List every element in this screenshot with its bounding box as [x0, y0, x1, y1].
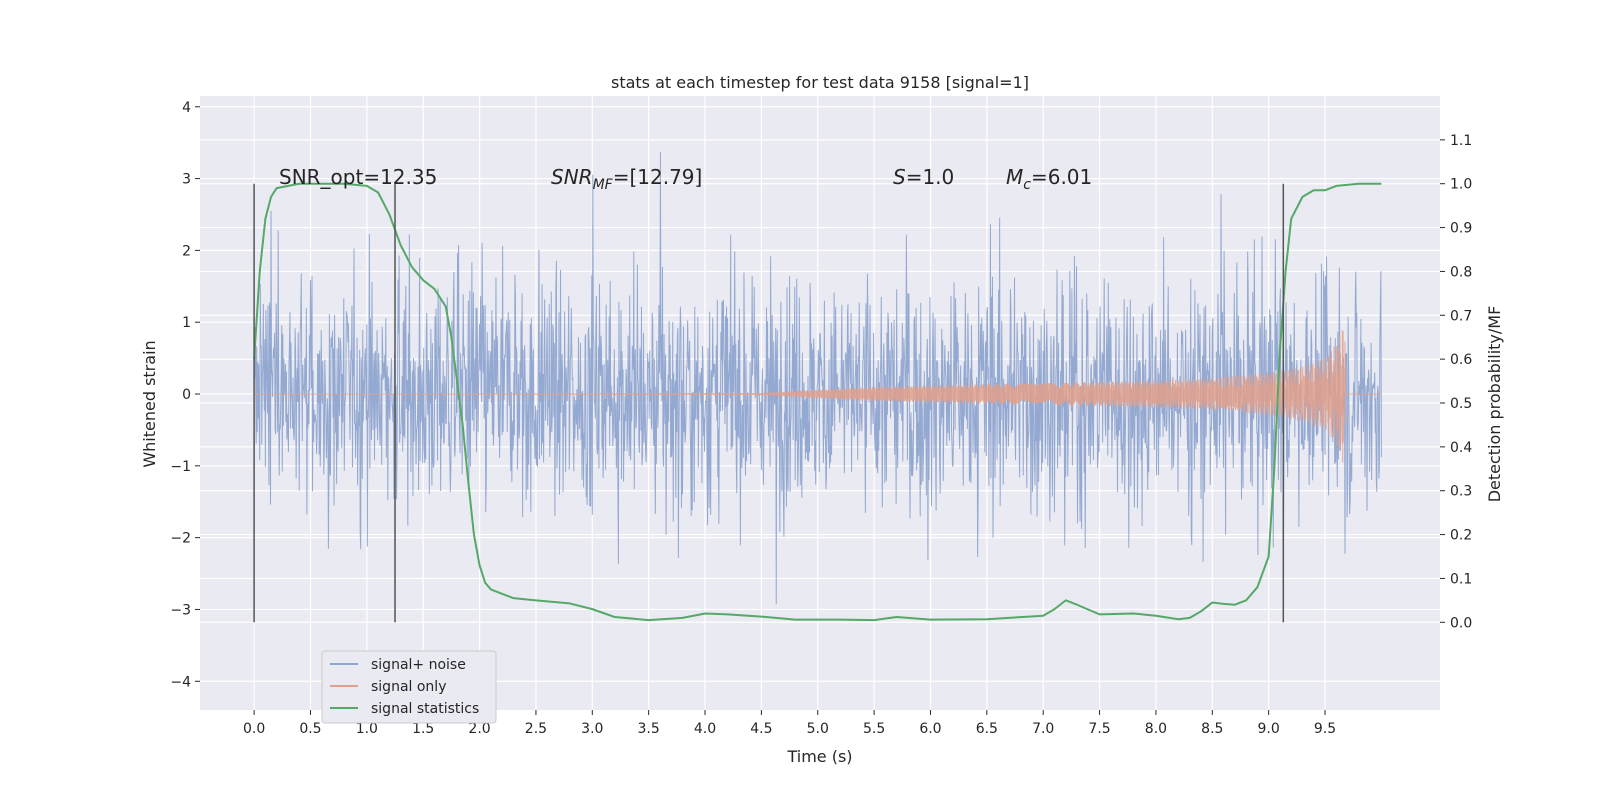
x-tick-label-18: 9.0 — [1258, 721, 1280, 737]
y-tick-label-7: −3 — [170, 602, 191, 618]
x-axis-ticks: 0.0 0.5 1.0 1.5 2.0 2.5 3.0 3.5 4.0 4.5 5.0 5.5 6.0 6… — [243, 710, 1336, 737]
x-axis-label: Time (s) — [786, 747, 852, 766]
series-signal-only — [254, 330, 1382, 463]
x-tick-label-14: 7.0 — [1032, 721, 1054, 737]
series-signal-noise — [253, 152, 1382, 605]
legend: signal+ noise signal only signal statist… — [321, 650, 497, 724]
x-tick-label-19: 9.5 — [1314, 721, 1336, 737]
annotation-snr-opt: SNR_opt=12.35 — [279, 165, 437, 189]
y-tick-label-5: −1 — [170, 459, 191, 475]
y-tick-label-6: −2 — [170, 531, 191, 547]
y-tick-label-3: 1 — [182, 315, 191, 331]
x-tick-label-4: 2.0 — [468, 721, 490, 737]
snr-mf-subscript: MF — [593, 177, 614, 193]
x-tick-label-15: 7.5 — [1088, 721, 1110, 737]
y2-tick-label-1: 1.0 — [1450, 177, 1472, 193]
y-tick-label-0: 4 — [182, 100, 191, 116]
y2-axis-ticks: 1.1 1.0 0.9 0.8 0.7 0.6 0.5 0.4 0.3 0.2 0.1 0.0 — [1440, 133, 1472, 631]
snr-mf-symbol: SNR — [551, 165, 593, 189]
x-tick-label-6: 3.0 — [581, 721, 603, 737]
y2-axis-label: Detection probability/MF — [1485, 306, 1504, 503]
series-layer — [253, 152, 1382, 622]
x-tick-label-3: 1.5 — [412, 721, 434, 737]
x-tick-label-0: 0.0 — [243, 721, 265, 737]
x-tick-label-12: 6.0 — [919, 721, 941, 737]
y2-tick-label-4: 0.7 — [1450, 308, 1472, 324]
vertical-markers — [253, 183, 1285, 623]
x-tick-label-7: 3.5 — [638, 721, 660, 737]
x-tick-label-11: 5.5 — [863, 721, 885, 737]
x-tick-label-2: 1.0 — [356, 721, 378, 737]
annotation-snr-mf: SNRMF=[12.79] — [551, 165, 702, 193]
mc-subscript: c — [1023, 177, 1031, 193]
snr-mf-value: =[12.79] — [613, 165, 703, 189]
x-tick-label-17: 8.5 — [1201, 721, 1223, 737]
mc-symbol: M — [1006, 165, 1023, 189]
y2-tick-label-3: 0.8 — [1450, 264, 1472, 280]
x-tick-label-16: 8.0 — [1145, 721, 1167, 737]
y2-tick-label-5: 0.6 — [1450, 352, 1472, 368]
s-value: =1.0 — [906, 165, 955, 189]
y2-tick-label-11: 0.0 — [1450, 615, 1472, 631]
x-tick-label-13: 6.5 — [976, 721, 998, 737]
y-tick-label-2: 2 — [182, 243, 191, 259]
x-tick-label-10: 5.0 — [807, 721, 829, 737]
y2-tick-label-6: 0.5 — [1450, 396, 1472, 412]
y-axis-ticks: 4 3 2 1 0 −1 −2 −3 −4 — [170, 100, 200, 690]
y2-tick-label-0: 1.1 — [1450, 133, 1472, 149]
mc-value: =6.01 — [1031, 165, 1092, 189]
x-tick-label-1: 0.5 — [299, 721, 321, 737]
y2-tick-label-7: 0.4 — [1450, 440, 1472, 456]
s-symbol: S — [893, 165, 906, 189]
legend-label-signal-noise: signal+ noise — [371, 657, 466, 673]
annotation-s: S=1.0 — [893, 165, 954, 189]
annotation-mc: Mc=6.01 — [1006, 165, 1092, 193]
y-tick-label-1: 3 — [182, 172, 191, 188]
x-tick-label-9: 4.5 — [750, 721, 772, 737]
y2-tick-label-10: 0.1 — [1450, 571, 1472, 587]
x-tick-label-8: 4.0 — [694, 721, 716, 737]
legend-label-signal-statistics: signal statistics — [371, 701, 479, 717]
legend-label-signal-only: signal only — [371, 679, 446, 695]
y-tick-label-8: −4 — [170, 674, 191, 690]
y2-tick-label-2: 0.9 — [1450, 221, 1472, 237]
y-axis-label: Whitened strain — [140, 340, 159, 467]
y2-tick-label-8: 0.3 — [1450, 484, 1472, 500]
series-signal-statistics — [253, 182, 1382, 622]
x-tick-label-5: 2.5 — [525, 721, 547, 737]
chart-title: stats at each timestep for test data 915… — [611, 73, 1029, 92]
y-tick-label-4: 0 — [182, 387, 191, 403]
legend-box — [321, 650, 497, 724]
y2-tick-label-9: 0.2 — [1450, 528, 1472, 544]
